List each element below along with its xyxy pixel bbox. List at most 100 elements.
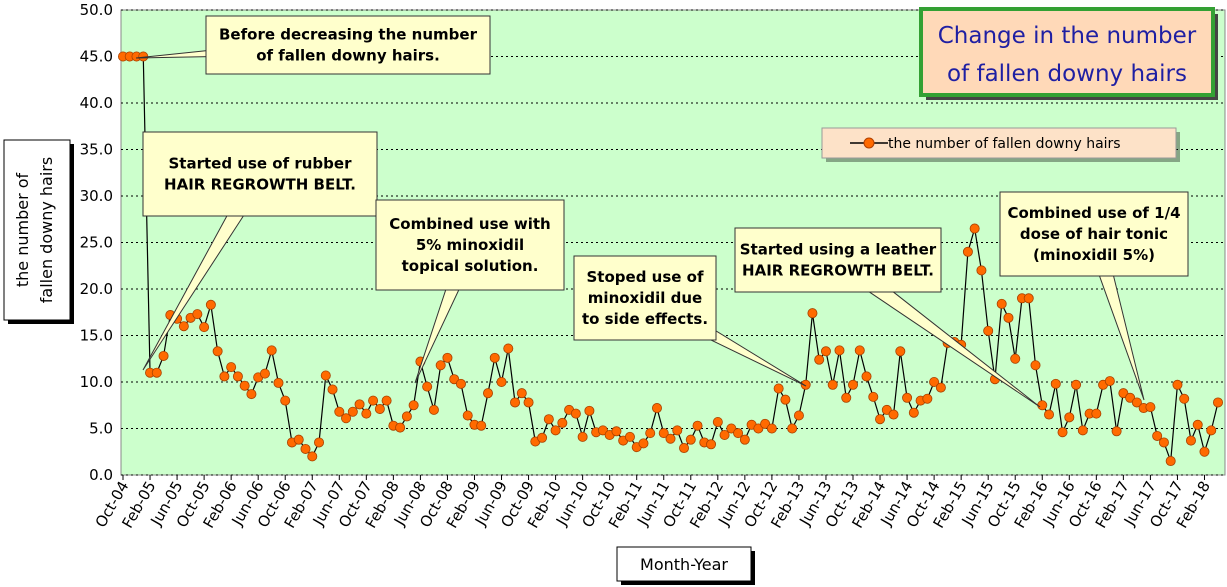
y-tick-label: 15.0 — [80, 327, 113, 345]
data-point — [706, 439, 717, 450]
data-point — [151, 367, 162, 378]
data-point — [908, 407, 919, 418]
data-point — [1185, 435, 1196, 446]
data-point — [199, 322, 210, 333]
data-point — [1010, 353, 1021, 364]
data-point — [854, 345, 865, 356]
legend-label: the number of fallen downy hairs — [888, 136, 1121, 152]
annotations: Before decreasing the number of fallen do… — [135, 15, 1189, 408]
data-point — [841, 392, 852, 403]
ylabel-frame — [3, 139, 71, 321]
data-point — [611, 426, 622, 437]
y-axis-label-box: the number of fallen downy hairs — [3, 139, 74, 324]
callout-box — [205, 15, 491, 75]
data-point — [976, 265, 987, 276]
data-point — [259, 368, 270, 379]
callout-2: Started use of rubber HAIR REGROWTH BELT. — [142, 131, 378, 371]
data-point — [266, 345, 277, 356]
callout-text-line: Started using a leather — [740, 241, 937, 259]
data-point — [1077, 425, 1088, 436]
data-point — [543, 414, 554, 425]
data-point — [1199, 446, 1210, 457]
series-line — [118, 51, 1224, 467]
x-axis-label-box: Month-Year — [616, 546, 755, 585]
callout-box — [375, 199, 565, 291]
data-point — [888, 409, 899, 420]
y-tick-label: 45.0 — [80, 48, 113, 66]
data-point — [712, 416, 723, 427]
data-point — [374, 403, 385, 414]
data-point — [442, 352, 453, 363]
data-point — [300, 443, 311, 454]
data-point — [570, 408, 581, 419]
data-point — [307, 451, 318, 462]
data-point — [969, 223, 980, 234]
data-point — [462, 410, 473, 421]
callout-text-line: Combined use with — [389, 215, 550, 233]
data-point — [935, 382, 946, 393]
data-point — [787, 423, 798, 434]
data-point — [368, 395, 379, 406]
data-point — [510, 397, 521, 408]
data-point — [226, 362, 237, 373]
data-point — [658, 428, 669, 439]
data-point — [719, 430, 730, 441]
data-point — [624, 431, 635, 442]
data-point — [902, 392, 913, 403]
data-point — [178, 321, 189, 332]
data-point — [1050, 378, 1061, 389]
data-point — [428, 404, 439, 415]
data-point — [929, 376, 940, 387]
data-point — [273, 377, 284, 388]
callout-text-line: HAIR REGROWTH BELT. — [164, 176, 356, 194]
data-point — [482, 388, 493, 399]
data-point — [1131, 397, 1142, 408]
data-point — [246, 389, 257, 400]
data-point — [733, 428, 744, 439]
data-point — [219, 371, 230, 382]
data-point — [760, 418, 771, 429]
callout-text-line: dose of hair tonic — [1020, 225, 1168, 243]
y-tick-label: 30.0 — [80, 187, 113, 205]
data-point — [1030, 360, 1041, 371]
data-point — [1206, 425, 1217, 436]
y-tick-label: 5.0 — [89, 420, 113, 438]
data-point — [1125, 392, 1136, 403]
data-point — [597, 425, 608, 436]
data-point — [1111, 426, 1122, 437]
data-point — [780, 394, 791, 405]
y-axis-ticks: 0.0 5.0 10.0 15.0 20.0 25.0 30.0 35.0 40.0 45.0 50… — [80, 1, 113, 484]
data-point — [793, 410, 804, 421]
callout-box — [573, 255, 717, 341]
data-point — [1091, 408, 1102, 419]
data-point — [1179, 393, 1190, 404]
data-point — [1071, 379, 1082, 390]
data-point — [476, 420, 487, 431]
data-point — [523, 397, 534, 408]
data-point — [651, 403, 662, 414]
data-point — [685, 434, 696, 445]
data-point — [341, 413, 352, 424]
data-point — [679, 443, 690, 454]
data-point — [1044, 409, 1055, 420]
xlabel-frame — [616, 546, 752, 582]
callout-text-line: Started use of rubber — [169, 155, 353, 173]
data-point — [354, 399, 365, 410]
y-tick-label: 50.0 — [80, 1, 113, 19]
callout-text-line: minoxidil due — [588, 289, 702, 307]
data-point — [861, 371, 872, 382]
y-tick-label: 10.0 — [80, 373, 113, 391]
data-point — [327, 384, 338, 395]
callout-text-line: 5% minoxidil — [416, 236, 524, 254]
data-point — [280, 395, 291, 406]
x-axis-ticks: Oct-04Feb-05Jun-05Oct-05Feb-06Jun-06Oct-… — [92, 475, 1214, 531]
data-point — [408, 400, 419, 411]
callout-3: Combined use with 5% minoxidil topical sol… — [375, 199, 565, 384]
y-tick-label: 25.0 — [80, 234, 113, 252]
data-point — [726, 423, 737, 434]
data-point — [361, 408, 372, 419]
callout-text-line: Combined use of 1/4 — [1007, 204, 1180, 222]
data-point — [766, 423, 777, 434]
callout-box — [142, 131, 378, 217]
data-point — [435, 360, 446, 371]
